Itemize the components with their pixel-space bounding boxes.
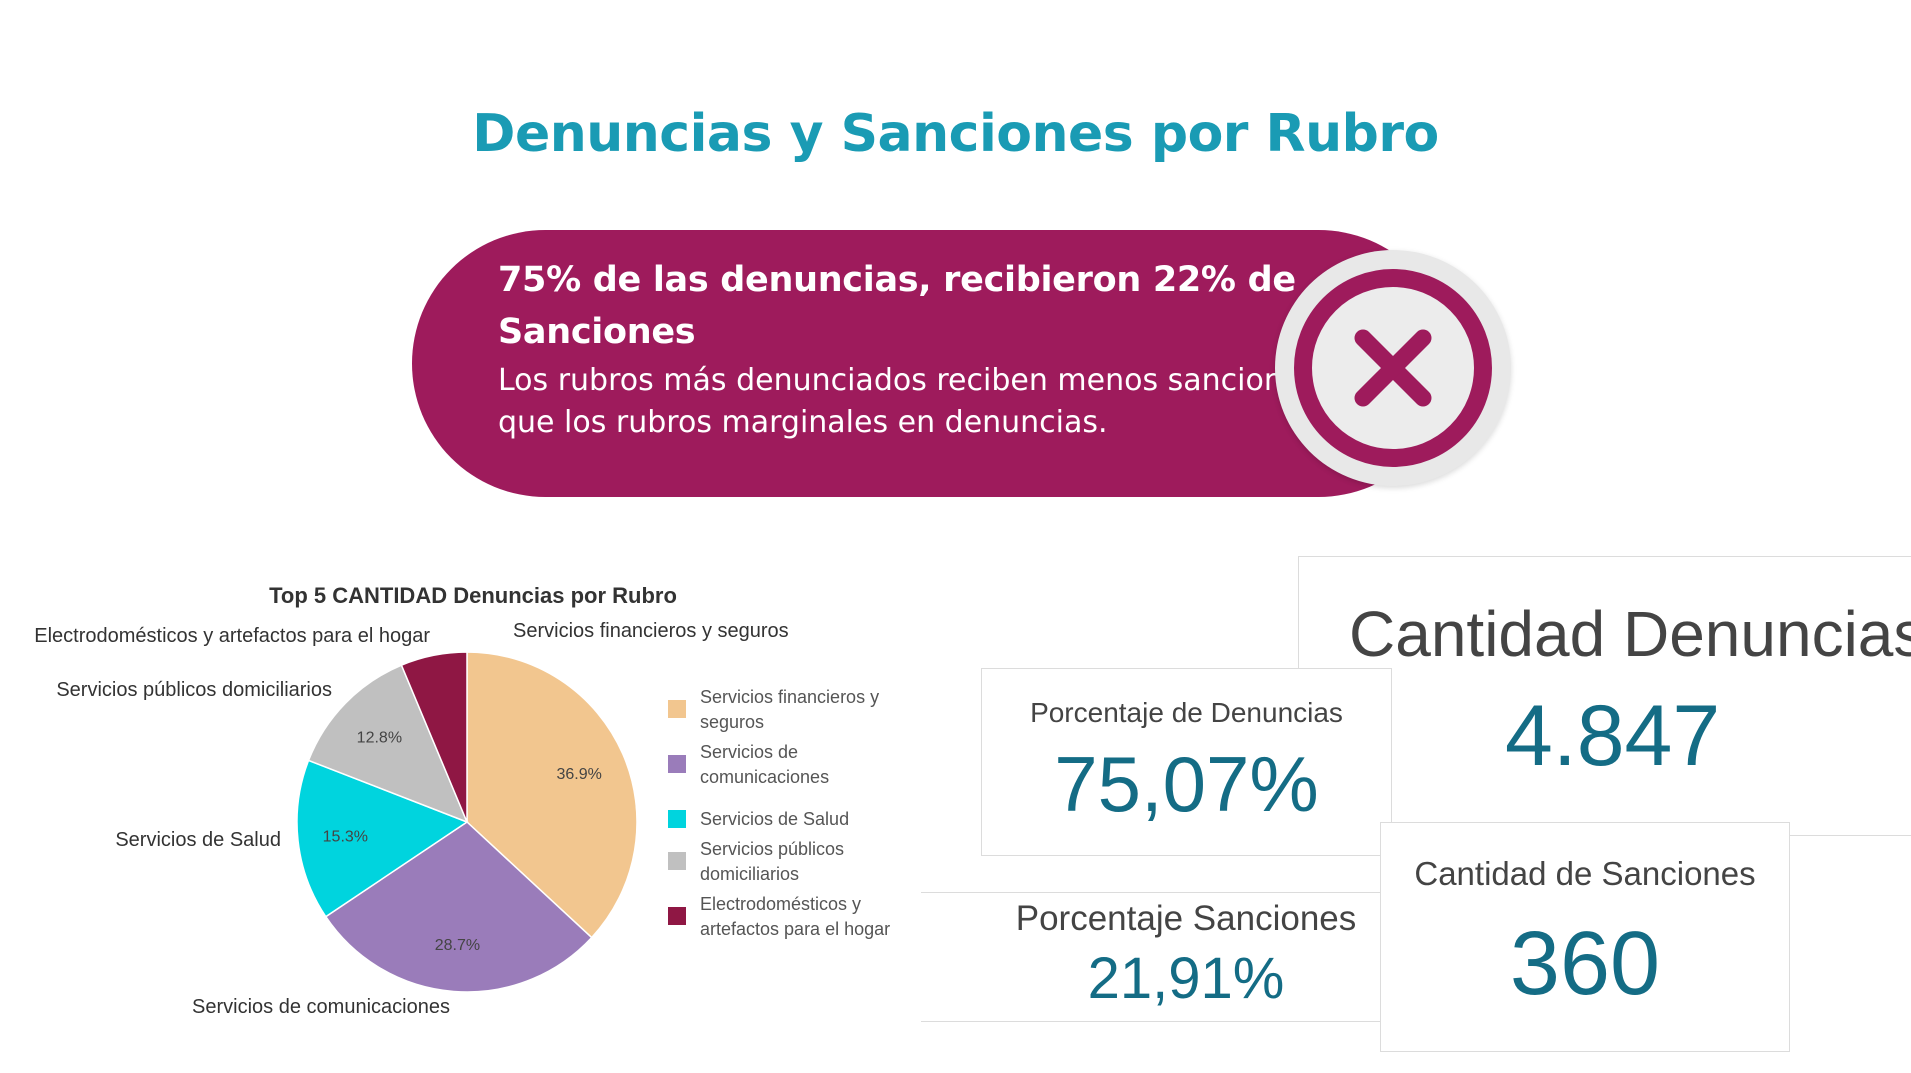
kpi-label-porcentaje-sanciones: Porcentaje Sanciones	[1015, 899, 1357, 938]
legend-label: Servicios de Salud	[700, 809, 849, 829]
pie-category-label: Servicios públicos domiciliarios	[56, 679, 332, 701]
legend-swatch	[668, 852, 686, 870]
kpi-label-cantidad-denuncias: Cantidad Denuncias	[1349, 598, 1911, 670]
denuncias-pie-chart: Top 5 CANTIDAD Denuncias por Rubro 36.9% S…	[34, 583, 890, 1018]
kpi-card-cantidad-sanciones: Cantidad de Sanciones 360	[1380, 822, 1790, 1052]
kpi-value-porcentaje-sanciones: 21,91%	[1087, 946, 1285, 1011]
kpi-value-cantidad-sanciones: 360	[1509, 914, 1661, 1014]
pie-category-label: Servicios de comunicaciones	[192, 996, 450, 1018]
legend-label: domiciliarios	[700, 864, 799, 884]
pie-slice	[307, 664, 469, 824]
pie-data-label: 36.9%	[556, 766, 601, 783]
pie-data-label: 12.8%	[357, 730, 402, 747]
legend-label: Servicios públicos	[700, 839, 844, 859]
kpi-card-porcentaje-sanciones: Porcentaje Sanciones 21,91%	[921, 892, 1392, 1022]
pie-slice	[466, 651, 638, 939]
legend-label: Servicios de	[700, 742, 798, 762]
kpi-card-cantidad-denuncias: Cantidad Denuncias 4.847	[1298, 556, 1911, 836]
chart-title: Top 5 CANTIDAD Denuncias por Rubro	[269, 583, 677, 608]
legend-swatch	[668, 810, 686, 828]
close-x-circle-icon	[1275, 250, 1511, 486]
pie-slice	[296, 759, 469, 918]
kpi-label-porcentaje-denuncias: Porcentaje de Denuncias	[1030, 697, 1343, 728]
legend-swatch	[668, 755, 686, 773]
pie-category-label: Servicios financieros y seguros	[513, 620, 789, 642]
kpi-value-cantidad-denuncias: 4.847	[1505, 688, 1721, 784]
legend-label: seguros	[700, 712, 764, 732]
legend-label: comunicaciones	[700, 767, 829, 787]
kpi-value-porcentaje-denuncias: 75,07%	[1054, 740, 1319, 828]
kpi-card-porcentaje-denuncias: Porcentaje de Denuncias 75,07%	[981, 668, 1392, 856]
pie-slice	[400, 651, 468, 823]
legend-swatch	[668, 700, 686, 718]
banner-headline: 75% de las denuncias, recibieron 22% de …	[498, 260, 1296, 352]
page-title: Denuncias y Sanciones por Rubro	[472, 104, 1439, 164]
pie-slice	[324, 821, 593, 993]
banner-body: Los rubros más denunciados reciben menos…	[498, 363, 1317, 440]
pie-data-label: 15.3%	[323, 828, 368, 845]
legend-label: artefactos para el hogar	[700, 919, 890, 939]
legend-label: Electrodomésticos y	[700, 894, 861, 914]
summary-banner-text: 75% de las denuncias, recibieron 22% de …	[498, 254, 1318, 444]
legend-label: Servicios financieros y	[700, 687, 879, 707]
pie-category-label: Servicios de Salud	[115, 829, 281, 851]
kpi-label-cantidad-sanciones: Cantidad de Sanciones	[1414, 855, 1756, 892]
legend-swatch	[668, 907, 686, 925]
pie-category-label: Electrodomésticos y artefactos para el h…	[34, 625, 430, 647]
pie-data-label: 28.7%	[435, 937, 480, 954]
